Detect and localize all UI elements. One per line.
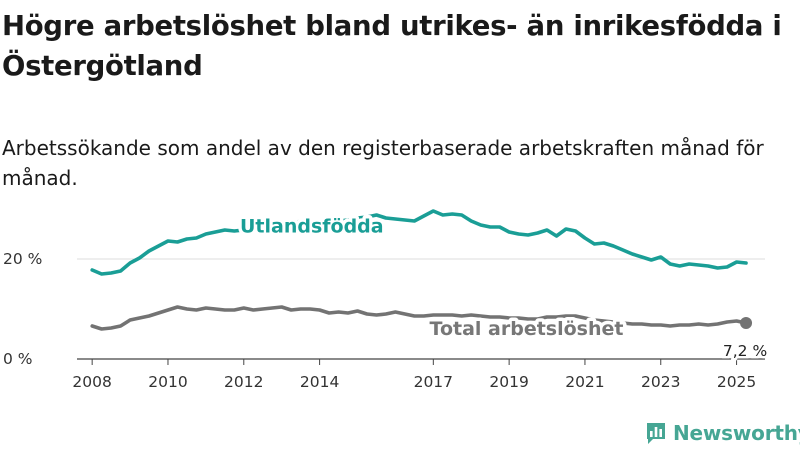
x-tick-label: 2023 xyxy=(641,373,680,391)
x-tick-label: 2021 xyxy=(565,373,604,391)
y-tick-label: 20 % xyxy=(3,250,42,268)
x-tick-label: 2025 xyxy=(717,373,756,391)
total-arbetsloshet-line xyxy=(90,305,748,331)
x-tick-label: 2014 xyxy=(300,373,339,391)
utlandsfodda-label: Utlandsfödda xyxy=(240,216,384,238)
chart-subtitle: Arbetssökande som andel av den registerb… xyxy=(2,136,764,190)
newsworthy-logo: Newsworthy xyxy=(645,420,800,446)
x-tick-label: 2010 xyxy=(148,373,187,391)
endpoint-marker xyxy=(740,317,753,329)
series-labels: Utlandsfödda Total arbetslöshet 7,2 % xyxy=(236,212,769,363)
series-lines xyxy=(90,209,748,331)
x-tick-label: 2008 xyxy=(72,373,111,391)
chart-title: Högre arbetslöshet bland utrikes- än inr… xyxy=(2,10,782,82)
x-tick-label: 2019 xyxy=(489,373,528,391)
x-axis: 2008 2010 2012 2014 2017 2019 2021 2023 2025 xyxy=(72,358,765,391)
x-tick-label: 2012 xyxy=(224,373,263,391)
y-tick-label: 0 % xyxy=(3,350,33,368)
endpoint-value-label: 7,2 % xyxy=(723,342,767,360)
utlandsfodda-line xyxy=(90,209,748,276)
brand-name: Newsworthy xyxy=(673,421,800,445)
newsworthy-bar-chart-logo-icon xyxy=(647,423,665,444)
x-tick-label: 2017 xyxy=(414,373,453,391)
y-axis-labels: 0 % 20 % xyxy=(3,250,42,368)
total-arbetsloshet-label: Total arbetslöshet xyxy=(430,318,624,340)
